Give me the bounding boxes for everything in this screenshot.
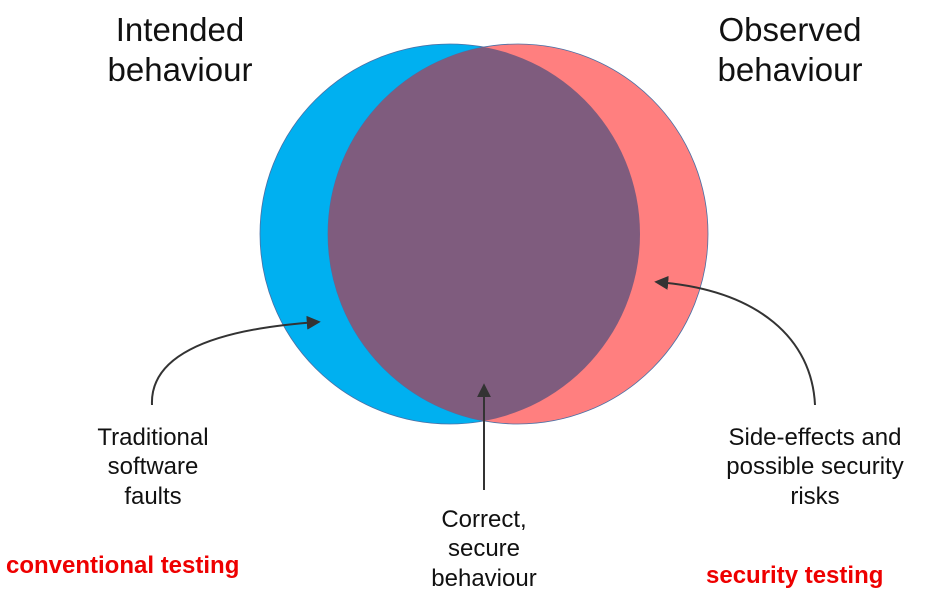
correct-secure-label: Correct, secure behaviour: [431, 506, 537, 592]
side-effects-label: Side-effects and possible security risks: [726, 424, 904, 510]
conventional-testing-tag: conventional testing: [6, 552, 240, 579]
side-effects-arrow: [654, 275, 816, 406]
observed-behaviour-heading: Observed behaviour: [717, 11, 863, 88]
intended-behaviour-heading: Intended behaviour: [107, 11, 253, 88]
traditional-faults-arrow: [150, 315, 321, 406]
overlap-region: [328, 44, 640, 424]
security-testing-tag: security testing: [706, 562, 884, 589]
traditional-faults-label: Traditional software faults: [97, 424, 209, 510]
